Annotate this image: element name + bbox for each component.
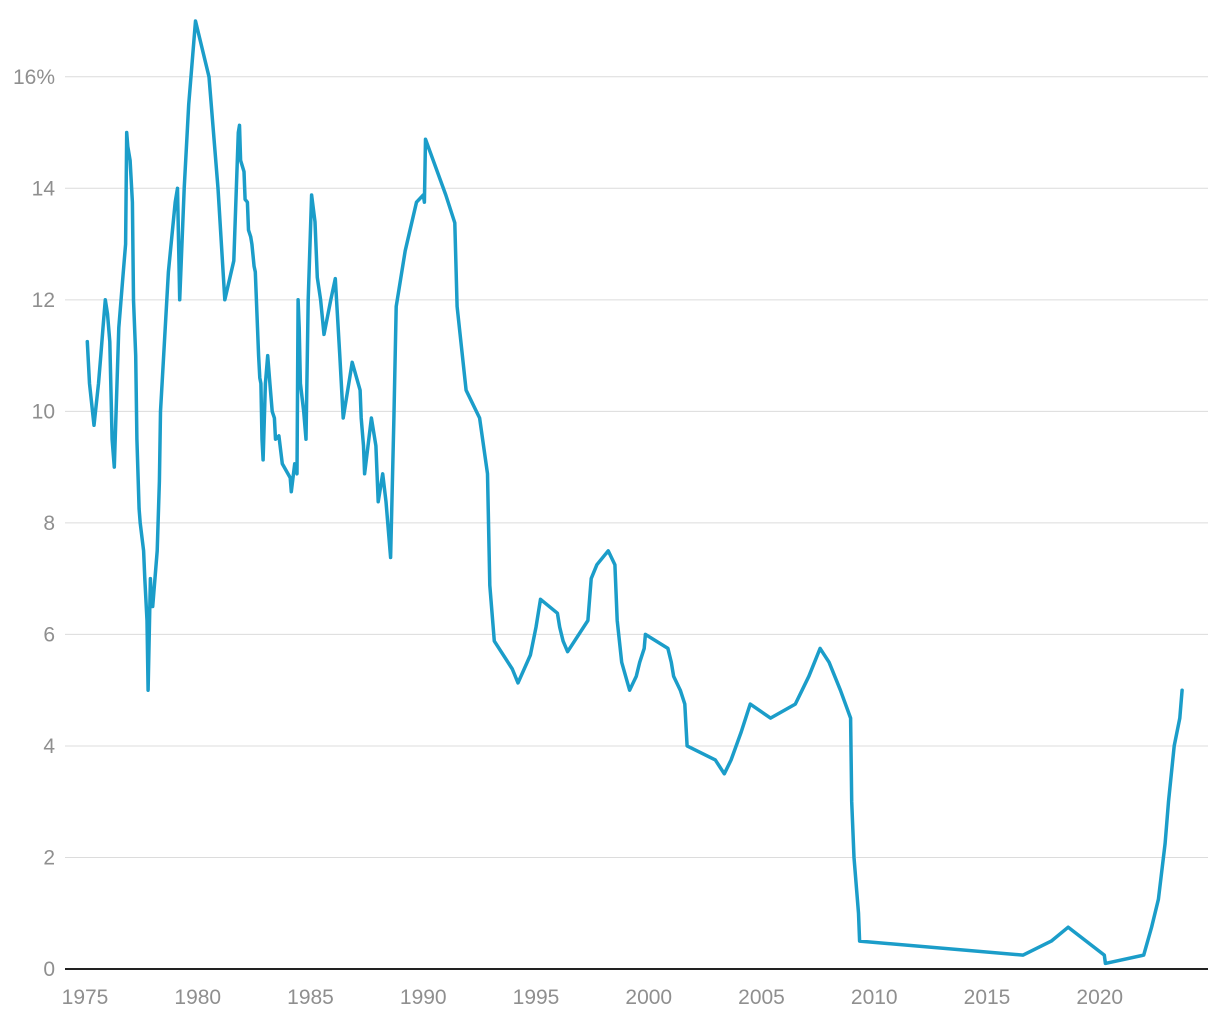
series-line-0 bbox=[85, 19, 1184, 966]
x-tick-label-2: 1985 bbox=[287, 986, 334, 1009]
y-tick-label-3: 6 bbox=[43, 623, 55, 646]
series-layer bbox=[85, 19, 1184, 966]
x-tick-label-7: 2010 bbox=[851, 986, 898, 1009]
x-tick-label-5: 2000 bbox=[625, 986, 672, 1009]
x-tick-label-1: 1980 bbox=[174, 986, 221, 1009]
y-axis-tick-labels: 0 2 4 6 8 10 12 14 16% bbox=[13, 66, 55, 981]
x-tick-label-4: 1995 bbox=[513, 986, 560, 1009]
y-tick-label-8: 16% bbox=[13, 66, 55, 89]
y-tick-label-2: 4 bbox=[43, 735, 55, 758]
x-tick-label-8: 2015 bbox=[964, 986, 1011, 1009]
x-tick-label-3: 1990 bbox=[400, 986, 447, 1009]
y-tick-label-5: 10 bbox=[32, 400, 55, 423]
y-tick-label-1: 2 bbox=[43, 846, 55, 869]
x-tick-label-9: 2020 bbox=[1076, 986, 1123, 1009]
y-tick-label-0: 0 bbox=[43, 958, 55, 981]
y-tick-label-6: 12 bbox=[32, 289, 55, 312]
x-axis-tick-labels: 1975 1980 1985 1990 1995 2000 2005 2010 2015 2020 bbox=[62, 986, 1123, 1009]
x-tick-label-6: 2005 bbox=[738, 986, 785, 1009]
y-tick-label-7: 14 bbox=[32, 177, 56, 200]
x-tick-label-0: 1975 bbox=[62, 986, 109, 1009]
y-tick-label-4: 8 bbox=[43, 512, 55, 535]
